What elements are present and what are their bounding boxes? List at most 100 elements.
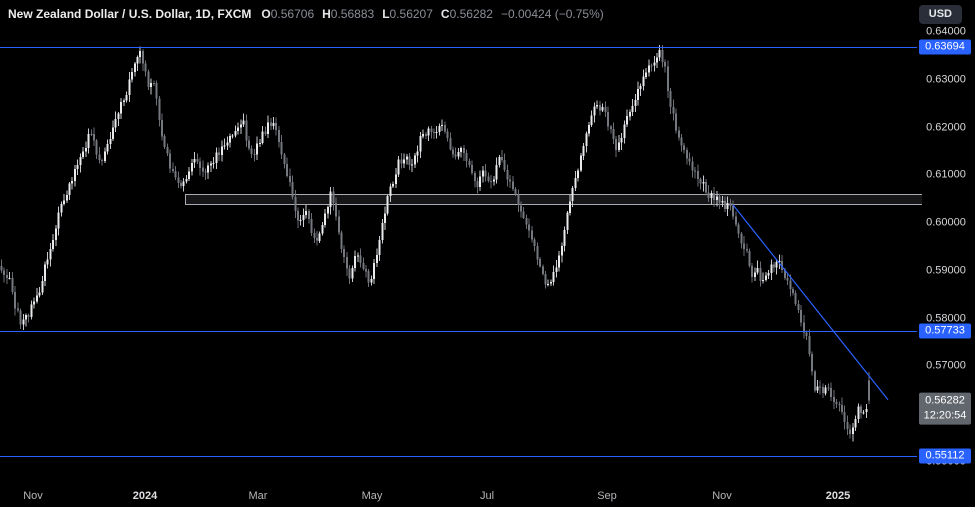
candlestick-chart[interactable] xyxy=(0,0,975,485)
open-label: O xyxy=(261,7,271,21)
candle-body xyxy=(639,86,642,89)
candle-body xyxy=(82,151,85,157)
candle-body xyxy=(612,129,615,139)
candle-body xyxy=(177,177,180,184)
low-value: 0.56207 xyxy=(389,7,433,21)
candle-body xyxy=(370,278,373,283)
candle-body xyxy=(732,206,735,217)
candle-body xyxy=(773,264,775,268)
candle-body xyxy=(778,261,781,263)
candle-body xyxy=(433,132,435,134)
candle-body xyxy=(30,304,33,317)
candle-body xyxy=(101,160,104,161)
currency-toggle-button[interactable]: USD xyxy=(918,5,962,24)
candle-body xyxy=(93,134,95,141)
candle-body xyxy=(821,386,824,394)
candle-body xyxy=(117,113,120,119)
candle-body xyxy=(408,156,411,166)
price-axis[interactable]: 0.64000 0.63000 0.62000 0.61000 0.60000 0.590… xyxy=(917,0,975,485)
candle-body xyxy=(60,203,63,213)
candle-body xyxy=(647,65,650,73)
candle-body xyxy=(797,304,800,311)
candle-body xyxy=(481,170,484,177)
candle-body xyxy=(724,200,726,209)
candle-body xyxy=(136,56,139,64)
candle-body xyxy=(770,264,773,274)
candle-body xyxy=(229,135,231,143)
candle-body xyxy=(734,216,737,225)
candle-body xyxy=(427,128,430,136)
candle-body xyxy=(664,62,667,67)
candle-body xyxy=(713,192,716,200)
candle-body xyxy=(125,94,128,101)
candle-body xyxy=(220,146,223,155)
candle-body xyxy=(860,406,862,413)
candle-body xyxy=(571,187,574,202)
candle-body xyxy=(835,401,838,404)
candle-body xyxy=(223,145,226,147)
candle-body xyxy=(384,213,386,223)
candle-body xyxy=(468,161,471,165)
candle-body xyxy=(337,216,340,233)
candle-body xyxy=(332,191,335,203)
candle-body xyxy=(522,211,525,218)
price-tick-label: 0.62000 xyxy=(926,121,966,133)
candle-body xyxy=(212,163,215,164)
symbol-title[interactable]: New Zealand Dollar / U.S. Dollar, 1D, FX… xyxy=(8,7,252,21)
last-price-countdown-tag: 0.56282 12:20:54 xyxy=(919,392,971,425)
candle-body xyxy=(286,164,289,177)
price-tick-label: 0.58000 xyxy=(926,312,966,324)
candle-body xyxy=(604,106,607,112)
candle-body xyxy=(637,89,639,101)
candle-body xyxy=(120,102,123,114)
price-tick-label: 0.63000 xyxy=(926,73,966,86)
candle-body xyxy=(16,308,19,311)
resistance-zone[interactable] xyxy=(185,194,922,205)
candle-body xyxy=(122,100,125,103)
candle-body xyxy=(688,158,691,162)
candle-body xyxy=(139,51,142,57)
candle-body xyxy=(626,116,629,125)
candle-body xyxy=(182,181,185,187)
candle-body xyxy=(525,217,528,225)
change-value: −0.00424 (−0.75%) xyxy=(500,7,604,21)
candle-body xyxy=(656,57,658,63)
candle-body xyxy=(318,233,321,241)
candle-body xyxy=(389,186,392,197)
time-axis[interactable]: Nov 2024 Mar May Jul Sep Nov 2025 xyxy=(0,485,975,507)
candle-body xyxy=(329,191,332,207)
candle-body xyxy=(443,124,446,132)
descending-trendline[interactable] xyxy=(732,204,889,401)
candle-body xyxy=(503,159,506,170)
close-pair: C0.56282 xyxy=(441,7,493,21)
candle-body xyxy=(511,181,514,190)
candle-body xyxy=(73,169,76,181)
candle-body xyxy=(830,388,833,398)
candle-body xyxy=(699,178,702,184)
candle-body xyxy=(11,277,14,292)
candle-body xyxy=(832,397,835,402)
candle-body xyxy=(291,181,294,197)
candle-body xyxy=(501,157,503,160)
candle-body xyxy=(25,315,27,320)
tag-price-text: 0.55112 xyxy=(925,449,965,462)
candle-body xyxy=(264,131,267,134)
price-level-tag: 0.55112 xyxy=(919,448,971,464)
candle-body xyxy=(539,259,542,267)
candle-body xyxy=(813,371,816,391)
candle-body xyxy=(258,142,261,144)
candle-body xyxy=(563,230,566,246)
candle-body xyxy=(365,268,367,272)
candle-body xyxy=(547,283,550,285)
candle-body xyxy=(446,131,449,139)
candle-body xyxy=(133,63,136,72)
candle-body xyxy=(250,148,253,154)
candle-body xyxy=(596,104,599,107)
candle-body xyxy=(514,189,517,195)
candle-body xyxy=(299,220,302,222)
candle-body xyxy=(359,255,362,263)
candle-body xyxy=(819,386,822,388)
candle-body xyxy=(707,192,710,199)
candle-body xyxy=(530,230,533,240)
